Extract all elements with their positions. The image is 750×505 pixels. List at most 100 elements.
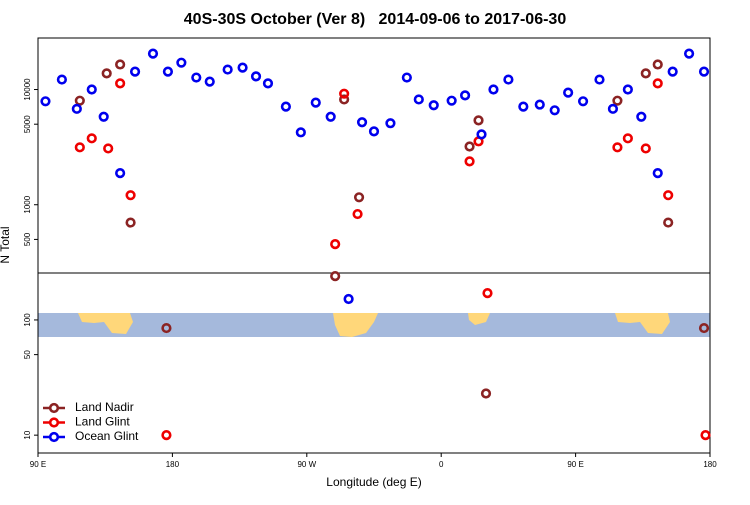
point: [147, 48, 159, 59]
point: [401, 72, 412, 83]
point: [640, 143, 651, 154]
x-axis-label: Longitude (deg E): [326, 475, 421, 489]
point: [115, 59, 126, 70]
land: [615, 313, 670, 334]
land: [333, 313, 378, 337]
x-tick-label: 90 E: [30, 460, 46, 469]
point: [222, 64, 233, 75]
point: [204, 76, 215, 87]
point: [413, 94, 424, 105]
point: [356, 117, 368, 128]
y-tick-label: 1000: [23, 195, 32, 213]
point: [330, 271, 341, 282]
land: [78, 313, 133, 334]
y-axis-label: N Total: [0, 226, 12, 263]
point: [295, 127, 306, 138]
point: [518, 101, 529, 112]
point: [40, 96, 51, 107]
point: [473, 115, 484, 126]
point: [161, 322, 172, 334]
point: [343, 293, 354, 305]
x-tick-label: 180: [703, 460, 717, 469]
point: [86, 133, 97, 144]
point: [330, 239, 341, 250]
point: [71, 103, 82, 114]
point: [280, 101, 291, 112]
point: [353, 192, 365, 203]
point: [191, 72, 202, 83]
y-tick-label: 10: [23, 430, 32, 439]
point: [622, 84, 633, 95]
point: [503, 74, 514, 85]
legend-label: Ocean Glint: [75, 429, 139, 443]
point: [698, 66, 710, 77]
y-tick-label: 500: [23, 232, 32, 246]
point: [161, 430, 172, 441]
point: [488, 84, 499, 95]
point: [325, 111, 336, 122]
point: [698, 322, 710, 334]
point: [162, 66, 174, 77]
point: [652, 59, 663, 70]
legend-label: Land Glint: [75, 415, 130, 429]
x-tick-label: 0: [439, 460, 444, 469]
legend-marker: [48, 402, 60, 414]
legend-marker: [48, 431, 60, 443]
point: [667, 66, 678, 77]
x-tick-label: 90 W: [297, 460, 316, 469]
point: [385, 118, 396, 129]
legend-marker: [48, 417, 60, 428]
point: [700, 430, 711, 441]
y-tick-label: 5000: [23, 115, 32, 133]
point: [459, 90, 471, 101]
point: [74, 142, 85, 153]
point: [577, 96, 589, 107]
point: [129, 66, 141, 77]
legend-label: Land Nadir: [75, 400, 134, 414]
point: [339, 88, 350, 99]
x-tick-label: 180: [166, 460, 180, 469]
point: [237, 62, 248, 73]
point: [534, 99, 545, 110]
point: [310, 97, 321, 108]
point: [482, 287, 493, 299]
point: [464, 141, 475, 152]
point: [176, 57, 187, 68]
land: [468, 313, 490, 325]
point: [368, 126, 380, 137]
point: [115, 78, 126, 89]
point: [612, 95, 623, 106]
point: [262, 78, 274, 89]
y-tick-label: 10000: [23, 78, 32, 101]
point: [103, 143, 114, 154]
point: [74, 95, 85, 106]
point: [622, 133, 633, 144]
point: [56, 74, 67, 85]
y-tick-label: 100: [23, 313, 32, 327]
point: [663, 217, 674, 228]
point: [652, 168, 663, 179]
point: [663, 190, 674, 201]
chart-title: 40S-30S October (Ver 8) 2014-09-06 to 20…: [184, 11, 567, 28]
point: [636, 111, 647, 122]
point: [125, 217, 136, 228]
point: [98, 111, 109, 122]
point: [612, 142, 623, 153]
point: [640, 68, 651, 79]
point: [549, 105, 560, 116]
point: [125, 190, 136, 201]
point: [352, 208, 363, 220]
point: [250, 71, 262, 82]
point: [446, 95, 457, 106]
point: [607, 103, 619, 114]
point: [101, 68, 112, 79]
point: [428, 100, 439, 111]
y-tick-label: 50: [23, 350, 32, 359]
point: [563, 87, 574, 98]
plot-frame: [37, 37, 711, 454]
point: [464, 156, 475, 167]
point: [480, 388, 492, 399]
point: [594, 74, 605, 85]
point: [339, 94, 350, 105]
